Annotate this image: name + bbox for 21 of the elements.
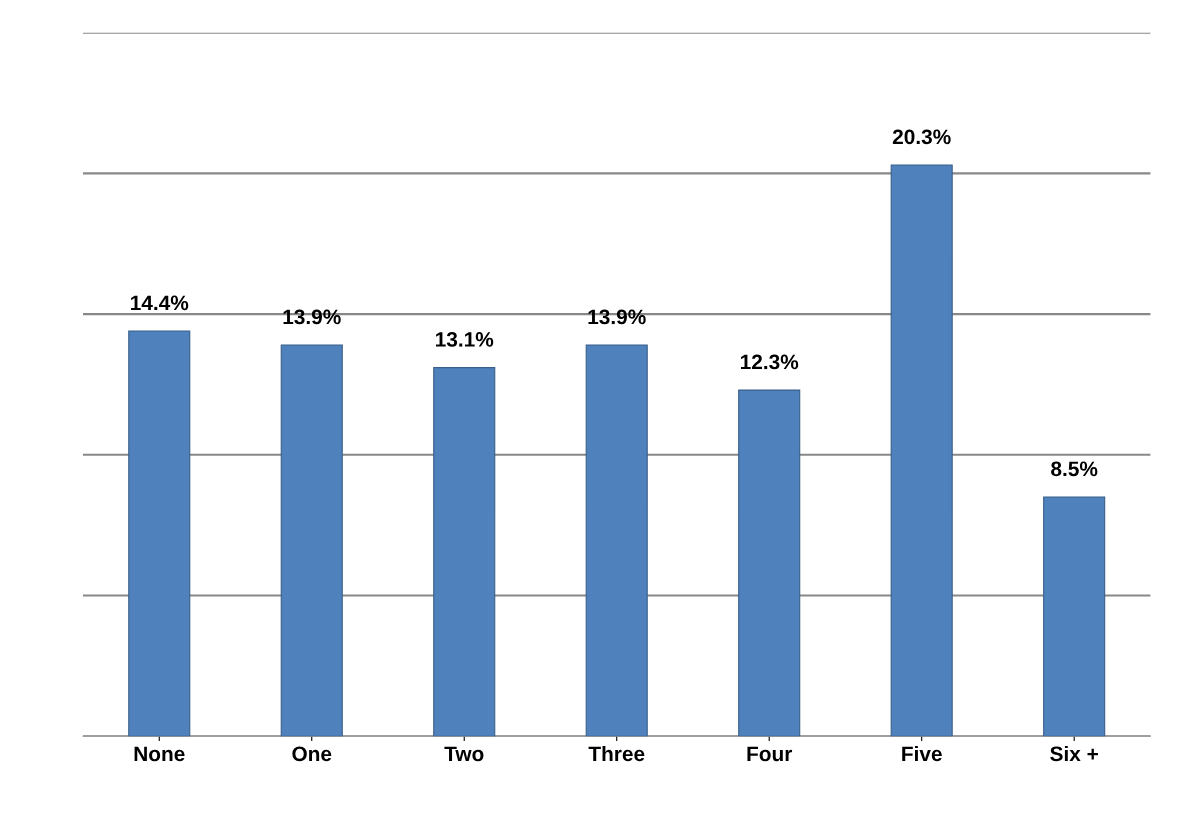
data-label: 13.1%	[436, 332, 494, 347]
data-label: 8.5%	[1051, 461, 1098, 477]
data-label: 14.4%	[131, 295, 189, 311]
bar	[280, 344, 343, 737]
data-label: 13.9%	[283, 309, 341, 325]
bar	[738, 389, 801, 737]
x-tick-label: One	[292, 746, 332, 762]
x-tick-label: Two	[444, 746, 484, 762]
x-tick-label: Four	[747, 746, 793, 762]
bar	[128, 330, 191, 737]
bar	[433, 367, 496, 737]
bar	[890, 164, 953, 737]
data-label: 13.9%	[588, 309, 646, 325]
bar	[1043, 496, 1106, 737]
x-tick-label: Six +	[1050, 745, 1098, 762]
x-tick-label: None	[134, 746, 185, 762]
x-tick-label: Five	[902, 745, 942, 762]
x-tick-label: Three	[588, 745, 645, 762]
data-label: 12.3%	[740, 354, 799, 370]
bar	[585, 344, 648, 737]
data-label: 20.3%	[892, 129, 951, 145]
